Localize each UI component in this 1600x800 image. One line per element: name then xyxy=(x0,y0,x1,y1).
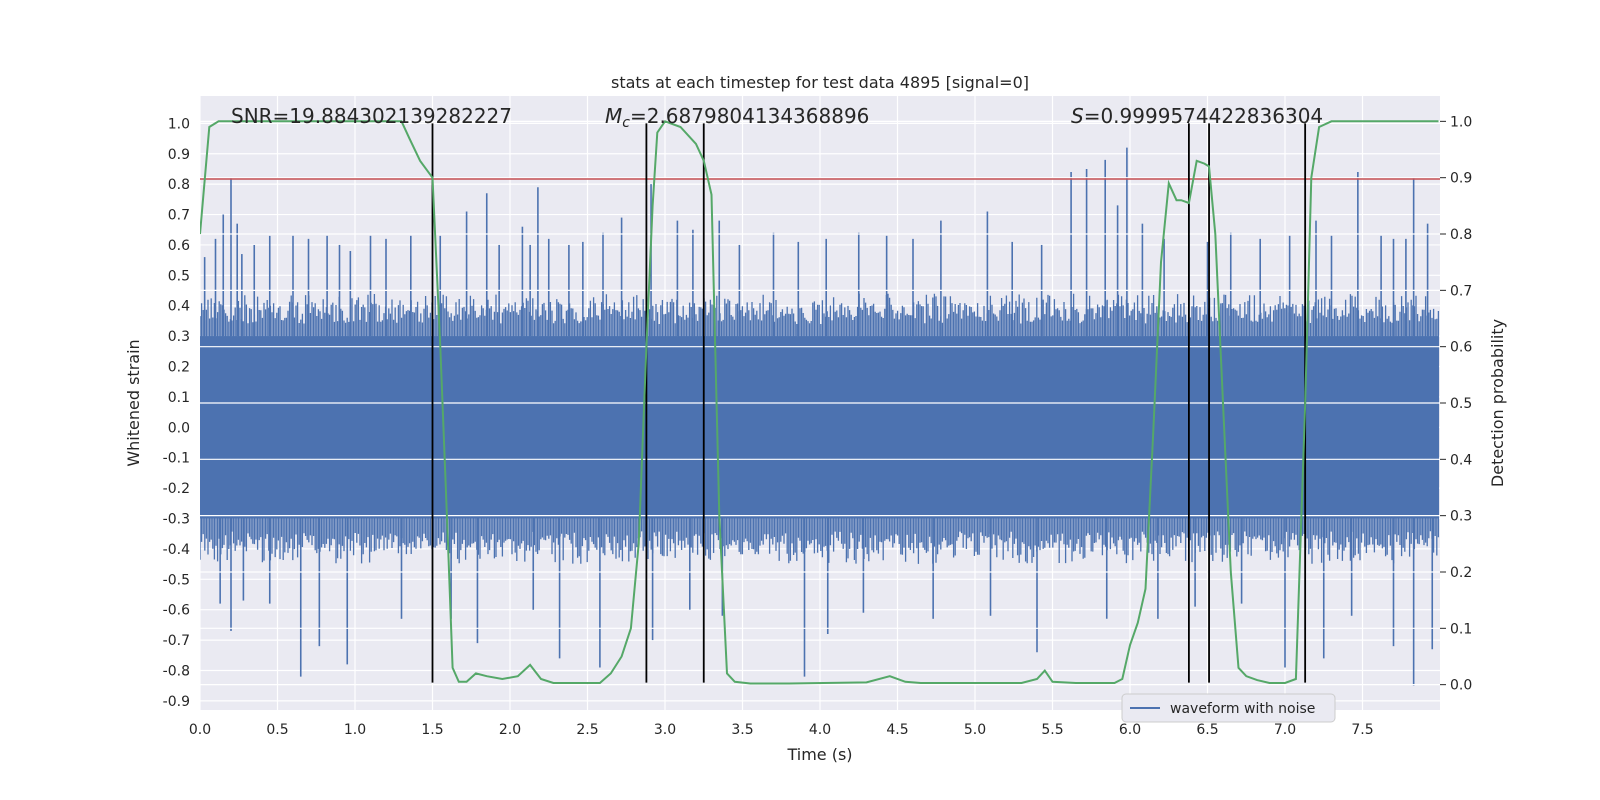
chirp-mass-value: =2.6879804134368896 xyxy=(630,104,869,128)
y2-tick-label: 0.7 xyxy=(1450,283,1472,299)
x-tick-label: 7.5 xyxy=(1351,722,1373,738)
x-tick-label: 4.5 xyxy=(886,722,908,738)
x-tick-label: 2.5 xyxy=(576,722,598,738)
y-tick-label: -0.7 xyxy=(163,633,190,649)
x-tick-label: 5.5 xyxy=(1041,722,1063,738)
y-tick-label: 0.8 xyxy=(168,177,190,193)
y-tick-label: 0.3 xyxy=(168,329,190,345)
chirp-mass-annotation: Mc=2.6879804134368896 xyxy=(605,104,869,131)
legend: waveform with noise xyxy=(1121,693,1336,723)
legend-label: waveform with noise xyxy=(1170,701,1315,717)
chirp-mass-symbol: M xyxy=(605,104,622,128)
x-tick-label: 1.5 xyxy=(421,722,443,738)
y-tick-label: 0.1 xyxy=(168,390,190,406)
snr-annotation: SNR=19.884302139282227 xyxy=(231,104,512,128)
y-tick-label: 0.6 xyxy=(168,238,190,254)
y-tick-label: -0.5 xyxy=(163,572,190,588)
y-tick-label: -0.6 xyxy=(163,603,190,619)
y-tick-label: -0.4 xyxy=(163,542,190,558)
x-axis-label: Time (s) xyxy=(786,745,852,764)
x-axis-ticks: 0.0 0.5 1.0 1.5 2.0 2.5 3.0 3.5 4.0 4.5 5.0 5.5 6.0 6… xyxy=(189,722,1374,738)
x-tick-label: 3.5 xyxy=(731,722,753,738)
y-tick-label: 0.5 xyxy=(168,268,190,284)
y2-tick-label: 0.5 xyxy=(1450,396,1472,412)
y-tick-label: 0.4 xyxy=(168,299,190,315)
x-tick-label: 4.0 xyxy=(809,722,831,738)
statistic-annotation: S=0.9999574422836304 xyxy=(1071,104,1323,128)
y2-tick-label: 0.8 xyxy=(1450,227,1472,243)
x-tick-label: 3.0 xyxy=(654,722,676,738)
x-tick-label: 0.0 xyxy=(189,722,211,738)
y-tick-label: 1.0 xyxy=(168,116,190,132)
waveform-core-band xyxy=(200,293,1440,564)
statistic-value: =0.9999574422836304 xyxy=(1084,104,1323,128)
chirp-mass-subscript: c xyxy=(622,115,630,131)
y-axis-label: Whitened strain xyxy=(124,339,143,466)
waveform-noise xyxy=(200,293,1440,564)
y-tick-label: 0.0 xyxy=(168,420,190,436)
y-axis-ticks: 1.0 0.9 0.8 0.7 0.6 0.5 0.4 0.3 0.2 0.1 0.0 -0.1 -0.… xyxy=(163,116,190,710)
y2-tick-label: 0.1 xyxy=(1450,621,1472,637)
y2-tick-label: 0.6 xyxy=(1450,340,1472,356)
y-tick-label: 0.9 xyxy=(168,147,190,163)
y2-tick-label: 0.0 xyxy=(1450,678,1472,694)
x-tick-label: 6.0 xyxy=(1119,722,1141,738)
y-tick-label: 0.2 xyxy=(168,360,190,376)
y-tick-label: -0.3 xyxy=(163,512,190,528)
y-tick-label: 0.7 xyxy=(168,208,190,224)
y2-tick-label: 0.4 xyxy=(1450,452,1472,468)
y2-tick-label: 1.0 xyxy=(1450,114,1472,130)
right-y-axis-ticks: 1.0 0.9 0.8 0.7 0.6 0.5 0.4 0.3 0.2 0.1 0.0 xyxy=(1440,114,1472,694)
x-tick-label: 0.5 xyxy=(266,722,288,738)
y-tick-label: -0.8 xyxy=(163,663,190,679)
right-axis-grid-lines xyxy=(200,120,1440,686)
detection-probability-line xyxy=(200,120,1439,685)
x-tick-label: 7.0 xyxy=(1274,722,1296,738)
x-tick-label: 6.5 xyxy=(1196,722,1218,738)
y2-tick-label: 0.2 xyxy=(1450,565,1472,581)
x-tick-label: 2.0 xyxy=(499,722,521,738)
x-tick-label: 5.0 xyxy=(964,722,986,738)
y-tick-label: -0.9 xyxy=(163,694,190,710)
chart-title: stats at each timestep for test data 489… xyxy=(611,73,1029,92)
y2-tick-label: 0.9 xyxy=(1450,171,1472,187)
right-y-axis-label: Detection probability xyxy=(1488,319,1507,487)
x-tick-label: 1.0 xyxy=(344,722,366,738)
statistic-symbol: S xyxy=(1071,104,1084,128)
legend-box xyxy=(1121,693,1336,723)
y-tick-label: -0.2 xyxy=(163,481,190,497)
y2-tick-label: 0.3 xyxy=(1450,509,1472,525)
y-tick-label: -0.1 xyxy=(163,451,190,467)
